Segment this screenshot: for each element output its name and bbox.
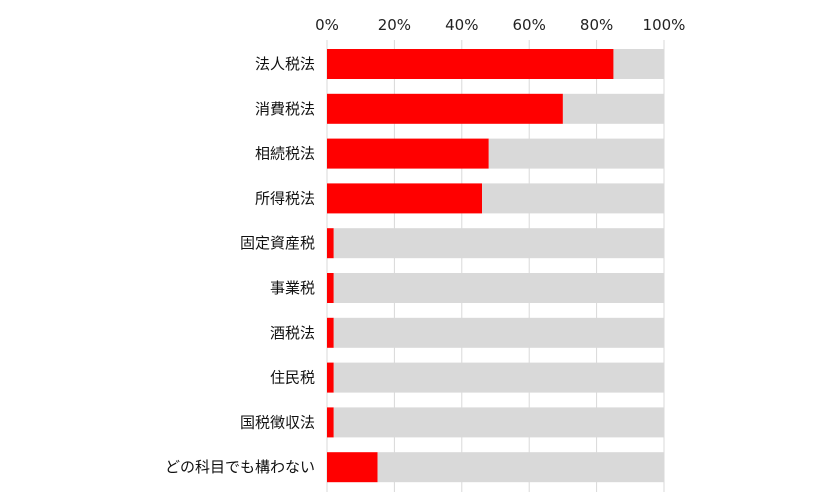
bar-value — [327, 317, 334, 348]
bars — [327, 49, 664, 483]
bar-remainder — [488, 138, 664, 169]
bar-value — [327, 273, 334, 303]
bar-remainder — [333, 362, 664, 393]
bar-value — [327, 452, 378, 483]
category-label: 国税徴収法 — [240, 413, 315, 431]
bar-value — [327, 93, 563, 124]
bar-remainder — [377, 452, 664, 483]
x-axis-ticks: 0% 20% 40% 60% 80% 100% — [315, 16, 685, 34]
bar-remainder — [333, 273, 664, 303]
category-label: 酒税法 — [270, 324, 315, 342]
category-labels: 法人税法消費税法相続税法所得税法固定資産税事業税酒税法住民税国税徴収法どの科目で… — [165, 55, 315, 476]
x-tick-label: 0% — [315, 16, 339, 34]
bar-remainder — [482, 183, 664, 214]
bar-remainder — [333, 317, 664, 348]
category-label: 固定資産税 — [240, 234, 315, 252]
bar-remainder — [613, 49, 664, 79]
bar-value — [327, 138, 489, 169]
x-tick-label: 40% — [445, 16, 478, 34]
x-tick-label: 20% — [378, 16, 411, 34]
category-label: 消費税法 — [255, 100, 315, 118]
category-label: 法人税法 — [255, 55, 315, 73]
bar-remainder — [333, 407, 664, 438]
bar-value — [327, 362, 334, 393]
category-label: 住民税 — [270, 369, 315, 387]
bar-remainder — [562, 93, 664, 124]
bar-value — [327, 49, 614, 79]
x-tick-label: 100% — [643, 16, 686, 34]
category-label: 相続税法 — [255, 145, 315, 163]
bar-value — [327, 407, 334, 438]
bar-remainder — [333, 228, 664, 259]
category-label: どの科目でも構わない — [165, 458, 315, 476]
bar-value — [327, 183, 483, 214]
x-tick-label: 80% — [580, 16, 613, 34]
x-tick-label: 60% — [513, 16, 546, 34]
bar-value — [327, 228, 334, 259]
category-label: 事業税 — [270, 279, 315, 297]
category-label: 所得税法 — [255, 189, 315, 207]
